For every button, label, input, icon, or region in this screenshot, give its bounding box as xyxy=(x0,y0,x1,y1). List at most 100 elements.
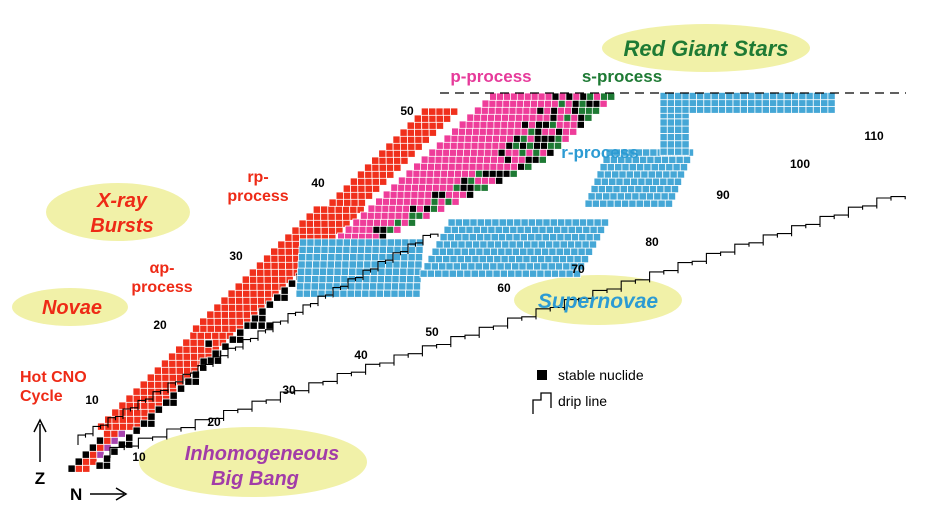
r-process-cell xyxy=(586,218,595,227)
p-process-cell xyxy=(402,197,411,206)
r-process-cell xyxy=(571,218,580,227)
p-process-cell xyxy=(490,155,499,164)
rp-process-cell xyxy=(241,282,251,291)
p-process-cell xyxy=(536,106,545,115)
rp-process-cell xyxy=(298,219,307,228)
p-process-cell xyxy=(431,190,440,199)
rp-process-cell xyxy=(406,128,415,137)
rp-process-cell xyxy=(305,219,314,228)
r-process-cell xyxy=(537,254,546,264)
z-label-50: 50 xyxy=(400,104,414,118)
r-process-cell xyxy=(812,105,821,114)
r-process-cell xyxy=(666,98,675,107)
rp-process-cell xyxy=(364,170,373,179)
p-process-cell xyxy=(564,106,573,115)
r-process-cell xyxy=(305,245,314,254)
rp-process-cell xyxy=(327,212,336,221)
r-process-cell xyxy=(649,148,658,157)
rp-process-cell xyxy=(298,226,307,235)
stable-nuclide-cell xyxy=(236,328,245,337)
p-process-cell xyxy=(462,155,471,164)
r-process-cell xyxy=(439,233,448,242)
r-process-cell xyxy=(505,218,515,227)
p-process-cell xyxy=(480,183,489,192)
r-process-cell xyxy=(449,254,458,264)
rp-process-cell xyxy=(442,114,452,123)
stable-nuclide-cell xyxy=(147,412,156,421)
r-process-cell xyxy=(643,163,652,172)
r-process-cell xyxy=(497,247,506,256)
rp-process-cell xyxy=(334,205,343,214)
p-process-cell xyxy=(387,211,396,220)
label-rp-1: rp- xyxy=(247,169,268,186)
rp-process-cell xyxy=(110,436,119,445)
rp-process-cell xyxy=(67,464,76,473)
rp-process-cell xyxy=(413,121,423,130)
r-process-cell xyxy=(456,254,465,264)
rp-process-cell xyxy=(270,275,280,284)
r-process-cell xyxy=(355,260,365,269)
r-process-cell xyxy=(296,274,305,284)
p-process-cell xyxy=(569,120,578,129)
ellipse-novae xyxy=(12,288,128,326)
rp-process-cell xyxy=(139,387,149,396)
rp-process-cell xyxy=(350,191,359,200)
nuclide-cells xyxy=(67,92,836,473)
r-process-cell xyxy=(486,240,495,249)
p-process-cell xyxy=(512,141,521,150)
r-process-cell xyxy=(477,269,487,278)
rp-process-cell xyxy=(234,282,243,291)
rp-process-cell xyxy=(277,261,286,270)
label-hotcno-1: Hot CNO xyxy=(20,369,87,386)
p-process-cell xyxy=(495,176,504,185)
rp-process-cell xyxy=(421,114,430,123)
r-process-cell xyxy=(325,274,334,284)
r-process-cell xyxy=(335,238,344,247)
rp-process-cell xyxy=(228,324,237,333)
r-process-cell xyxy=(647,170,656,179)
r-process-cell xyxy=(581,240,590,249)
r-process-cell xyxy=(551,254,560,264)
n-axis-label: N xyxy=(70,485,82,504)
r-process-cell xyxy=(361,289,370,298)
p-process-cell xyxy=(517,162,526,171)
r-process-cell xyxy=(798,98,807,107)
r-process-cell xyxy=(398,282,407,291)
rp-process-cell xyxy=(248,268,258,277)
r-process-cell xyxy=(587,192,596,201)
rp-process-cell xyxy=(249,282,258,291)
rp-process-cell xyxy=(364,184,373,193)
rp-process-cell xyxy=(228,310,237,319)
label-rp-2: process xyxy=(227,188,288,205)
stable-nuclide-cell xyxy=(204,339,213,348)
r-process-cell xyxy=(412,289,421,298)
r-process-cell xyxy=(446,233,455,242)
r-process-cell xyxy=(434,269,443,278)
p-process-cell xyxy=(389,197,398,206)
p-process-cell xyxy=(554,134,563,143)
r-process-cell xyxy=(400,253,409,262)
r-process-cell xyxy=(516,225,525,234)
p-process-cell xyxy=(586,92,595,101)
r-process-cell xyxy=(670,184,679,194)
r-process-cell xyxy=(710,98,719,107)
p-process-cell xyxy=(480,113,489,122)
p-process-cell xyxy=(418,183,427,192)
r-process-cell xyxy=(549,233,558,242)
r-process-cell xyxy=(791,98,800,107)
rp-process-cell xyxy=(213,324,223,333)
r-process-cell xyxy=(537,240,546,249)
p-process-cell xyxy=(510,155,520,164)
p-process-cell xyxy=(526,134,535,143)
r-process-cell xyxy=(461,233,470,242)
p-process-cell xyxy=(436,204,446,213)
r-process-cell xyxy=(536,269,545,278)
p-process-cell xyxy=(454,169,463,178)
r-process-cell xyxy=(357,238,366,247)
r-process-cell xyxy=(340,274,349,284)
rp-process-cell xyxy=(428,121,437,130)
rp-process-cell xyxy=(183,366,192,375)
r-process-cell xyxy=(299,238,308,247)
p-process-cell xyxy=(466,183,475,192)
p-process-cell xyxy=(520,127,529,136)
